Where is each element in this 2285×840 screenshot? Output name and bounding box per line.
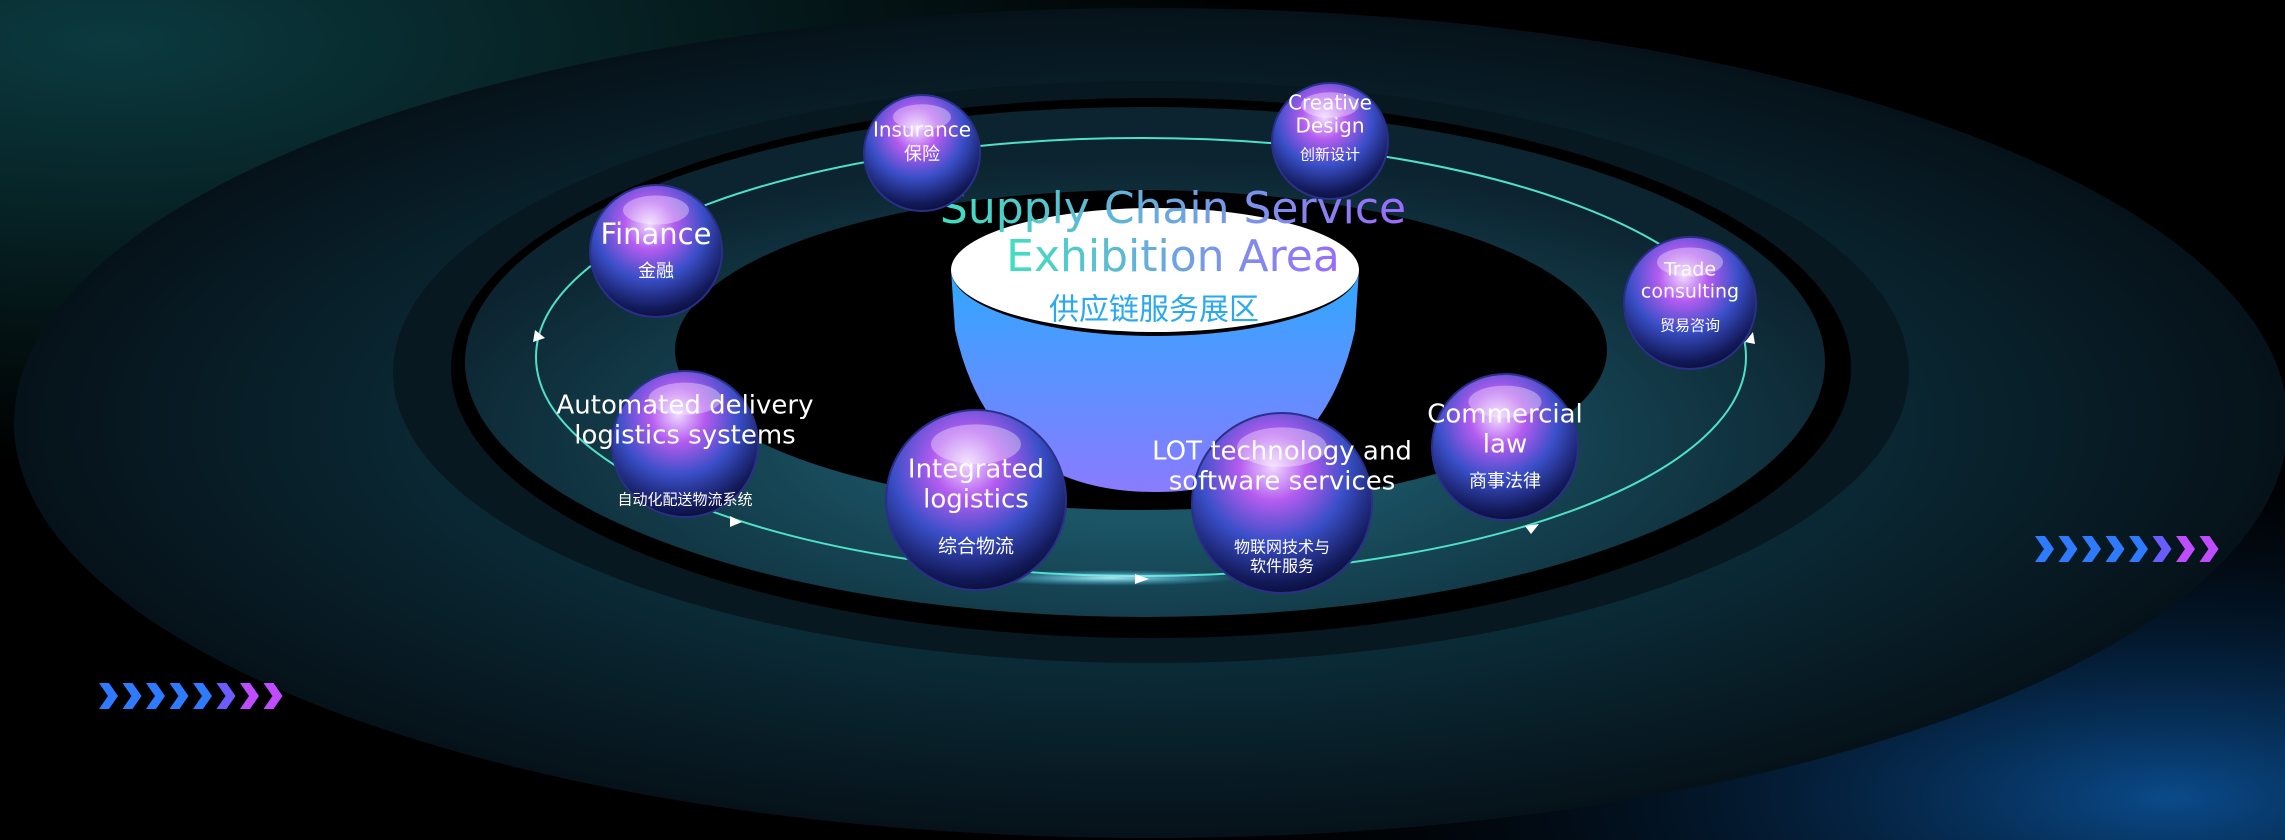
chevron	[2129, 536, 2148, 562]
chevron	[216, 683, 236, 709]
node-label-zh: 软件服务	[1250, 557, 1314, 576]
chevron	[2035, 536, 2054, 562]
chevron	[99, 683, 118, 709]
node-label-en: Design	[1295, 114, 1364, 138]
node-label-en: Automated delivery	[557, 391, 814, 421]
chevron	[122, 683, 142, 709]
chevron	[2105, 536, 2125, 562]
node-label-en: consulting	[1641, 280, 1739, 302]
node-label-zh: 物联网技术与	[1234, 538, 1330, 557]
node-sphere	[589, 184, 723, 318]
node-label-en: Creative	[1288, 91, 1372, 115]
node-label-en: Trade	[1663, 259, 1716, 281]
chevron	[2082, 536, 2101, 562]
chevron	[169, 683, 189, 709]
chevron	[193, 683, 212, 709]
node-highlight	[648, 382, 722, 415]
node-label-en: Insurance	[873, 118, 971, 142]
node-sphere	[863, 94, 981, 212]
node-label-en: Finance	[601, 217, 712, 251]
title-line: Exhibition Area	[1006, 231, 1340, 282]
chevron	[240, 683, 259, 709]
node-sphere	[1431, 373, 1579, 521]
chevron	[263, 683, 283, 709]
node-label-zh: 金融	[638, 261, 674, 282]
node-label-zh: 综合物流	[938, 536, 1014, 558]
chevrons	[99, 536, 2219, 709]
chevron	[2152, 536, 2172, 562]
orbit-glow	[980, 570, 1240, 586]
node-highlight	[1301, 92, 1359, 118]
node-label-en: LOT technology and	[1152, 437, 1412, 467]
node: Finance 金融	[589, 184, 723, 318]
node-label-en: law	[1483, 429, 1527, 459]
node-highlight	[1657, 247, 1723, 277]
chevron	[2058, 536, 2078, 562]
chevron	[2199, 536, 2219, 562]
node-label-en: Commercial	[1427, 400, 1583, 430]
node-sphere	[1271, 82, 1389, 200]
node-sphere	[1623, 236, 1757, 370]
node-label-zh: 保险	[904, 144, 940, 165]
node-highlight	[1237, 427, 1327, 468]
node-sphere	[611, 370, 759, 518]
chevron	[2176, 536, 2195, 562]
node-label-zh: 商事法律	[1469, 471, 1541, 492]
node-label-en: logistics	[923, 484, 1029, 514]
node-label-zh: 贸易咨询	[1660, 317, 1720, 335]
node-label-zh: 创新设计	[1300, 146, 1360, 164]
bowl-top	[951, 208, 1359, 332]
subtitle: 供应链服务展区	[1049, 293, 1259, 328]
node-highlight	[1468, 385, 1542, 418]
node-highlight	[623, 195, 689, 225]
node-label-en: Integrated	[908, 455, 1044, 485]
node-label-en: logistics systems	[574, 420, 795, 450]
node-highlight	[893, 104, 951, 130]
node-sphere	[885, 409, 1067, 591]
node-label-zh: 自动化配送物流系统	[617, 491, 752, 509]
node-sphere	[1191, 412, 1373, 594]
node-label-en: software services	[1169, 466, 1396, 496]
chevron	[146, 683, 165, 709]
node-highlight	[931, 424, 1021, 465]
